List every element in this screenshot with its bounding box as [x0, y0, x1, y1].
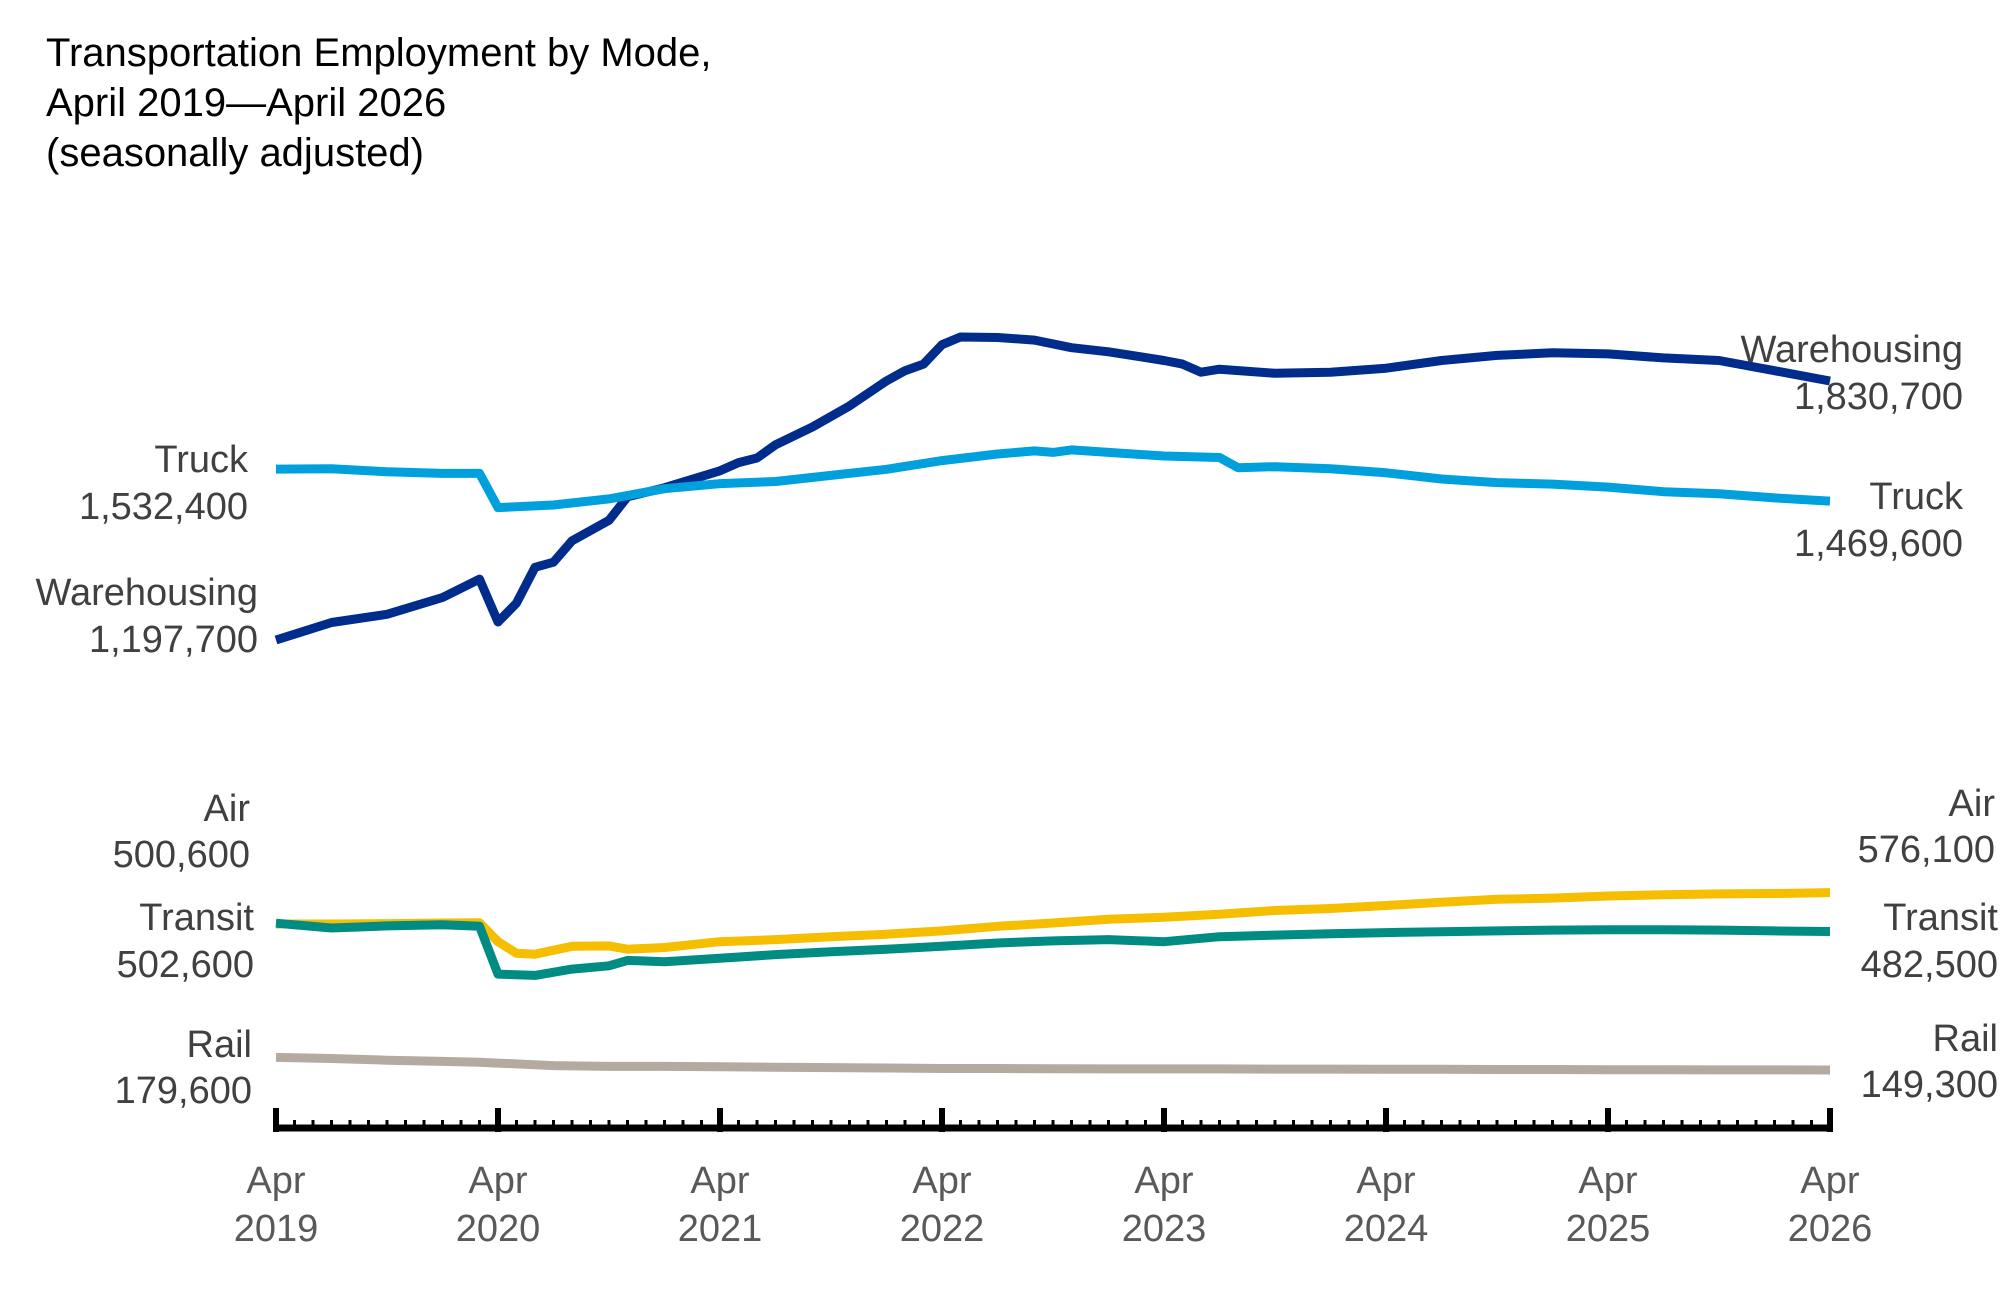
title-line-2: April 2019—April 2026 [46, 81, 446, 125]
series-line-air [276, 888, 1831, 959]
x-tick-label-month: Apr [1134, 1160, 1193, 1202]
x-tick-label-year: 2020 [456, 1208, 541, 1250]
right-label-value-warehousing: 1,830,700 [1794, 376, 1963, 418]
x-tick-label-month: Apr [1800, 1160, 1859, 1202]
x-axis: Apr 2019 Apr 2020 Apr 2021 Apr 2022 Apr 2023 Apr 20… [234, 1108, 1873, 1250]
right-label-value-truck: 1,469,600 [1794, 523, 1963, 565]
series-line-truck [275, 445, 1831, 513]
x-tick-label-month: Apr [690, 1160, 749, 1202]
x-tick-label-month: Apr [1578, 1160, 1637, 1202]
x-tick-label-year: 2024 [1344, 1208, 1429, 1250]
left-label-name-transit: Transit [139, 897, 254, 939]
chart-title: Transportation Employment by Mode, April… [46, 31, 712, 175]
x-tick-label-month: Apr [246, 1160, 305, 1202]
right-label-value-air: 576,100 [1858, 829, 1995, 871]
series-lines [274, 332, 1831, 1075]
x-tick-label-year: 2019 [234, 1208, 319, 1250]
right-label-value-rail: 149,300 [1861, 1064, 1998, 1106]
right-label-name-rail: Rail [1933, 1018, 1998, 1060]
left-label-value-warehousing: 1,197,700 [89, 619, 258, 661]
series-line-rail [275, 1052, 1831, 1075]
x-tick-label-year: 2021 [678, 1208, 763, 1250]
left-label-name-truck: Truck [154, 439, 249, 481]
series-line-warehousing [274, 332, 1831, 645]
x-tick-label-year: 2022 [900, 1208, 985, 1250]
x-tick-label-year: 2025 [1566, 1208, 1651, 1250]
x-tick-label-year: 2026 [1788, 1208, 1873, 1250]
title-line-1: Transportation Employment by Mode, [46, 31, 712, 75]
right-label-value-transit: 482,500 [1861, 944, 1998, 986]
right-label-name-truck: Truck [1869, 476, 1964, 518]
x-tick-label-month: Apr [468, 1160, 527, 1202]
left-label-name-warehousing: Warehousing [36, 572, 259, 614]
x-axis-ticks: Apr 2019 Apr 2020 Apr 2021 Apr 2022 Apr 2023 Apr 20… [234, 1108, 1873, 1250]
right-label-name-warehousing: Warehousing [1741, 329, 1964, 371]
right-label-name-air: Air [1949, 783, 1996, 825]
left-label-value-rail: 179,600 [115, 1070, 252, 1112]
left-label-value-transit: 502,600 [117, 944, 254, 986]
title-line-3: (seasonally adjusted) [46, 131, 424, 175]
left-label-value-truck: 1,532,400 [79, 486, 248, 528]
left-label-value-air: 500,600 [113, 834, 250, 876]
series-line-transit [275, 918, 1831, 980]
series-labels: Warehousing 1,197,700 Warehousing 1,830,700… [36, 329, 1999, 1112]
left-label-name-air: Air [204, 788, 251, 830]
left-label-name-rail: Rail [187, 1024, 252, 1066]
x-tick-label-month: Apr [1356, 1160, 1415, 1202]
x-tick-label-month: Apr [912, 1160, 971, 1202]
right-label-name-transit: Transit [1883, 897, 1998, 939]
x-tick-label-year: 2023 [1122, 1208, 1207, 1250]
